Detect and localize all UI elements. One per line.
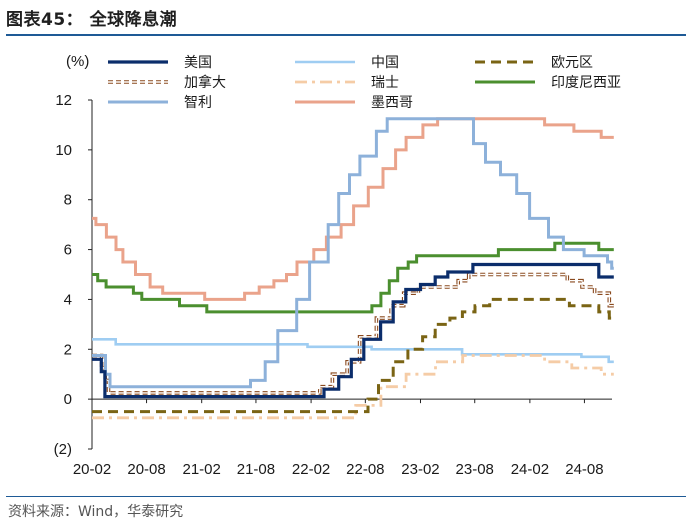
x-tick-label: 23-08 [456,461,494,478]
x-tick-label: 24-02 [511,461,549,478]
y-tick-label: 10 [55,142,72,159]
x-tick-label: 21-02 [183,461,221,478]
series-line-3-inner [92,273,614,394]
source-note: 资料来源：Wind，华泰研究 [8,504,184,520]
y-tick-label: 8 [64,192,72,209]
x-tick-label: 22-08 [346,461,384,478]
series-line-6 [92,117,614,389]
y-tick-label: 6 [64,242,72,259]
legend-label-2: 欧元区 [551,55,593,71]
chart-axes: (2) 0 2 4 6 8 10 12 20-02 20-08 21-02 21-08 22-02 22-… [54,92,612,478]
series-line-4 [92,354,614,420]
series-line-7 [92,117,614,301]
x-tick-label: 20-02 [73,461,111,478]
legend-label-4: 瑞士 [371,75,399,91]
x-tick-label: 20-08 [127,461,165,478]
plot-area [92,117,614,420]
legend-label-6: 智利 [184,95,212,111]
y-axis-label: (%) [66,53,89,70]
figure-title: 图表45： 全球降息潮 [6,10,178,30]
y-tick-label: 0 [64,391,72,408]
legend-label-1: 中国 [371,55,399,71]
legend-label-3: 加拿大 [184,74,226,91]
title-divider [6,34,686,36]
y-tick-label: (2) [54,441,72,458]
x-tick-label: 21-08 [237,461,275,478]
x-tick-label: 24-08 [565,461,603,478]
legend-label-5: 印度尼西亚 [551,75,621,91]
legend-label-0: 美国 [184,55,212,71]
series-line-2 [92,297,614,414]
series-line-5 [92,241,614,314]
legend-label-7: 墨西哥 [371,95,413,111]
x-tick-label: 23-02 [401,461,439,478]
source-divider [6,496,686,497]
y-tick-label: 12 [55,92,72,109]
x-tick-label: 22-02 [292,461,330,478]
y-tick-label: 2 [64,341,72,358]
y-tick-label: 4 [64,291,72,308]
series-line-0 [92,262,614,399]
